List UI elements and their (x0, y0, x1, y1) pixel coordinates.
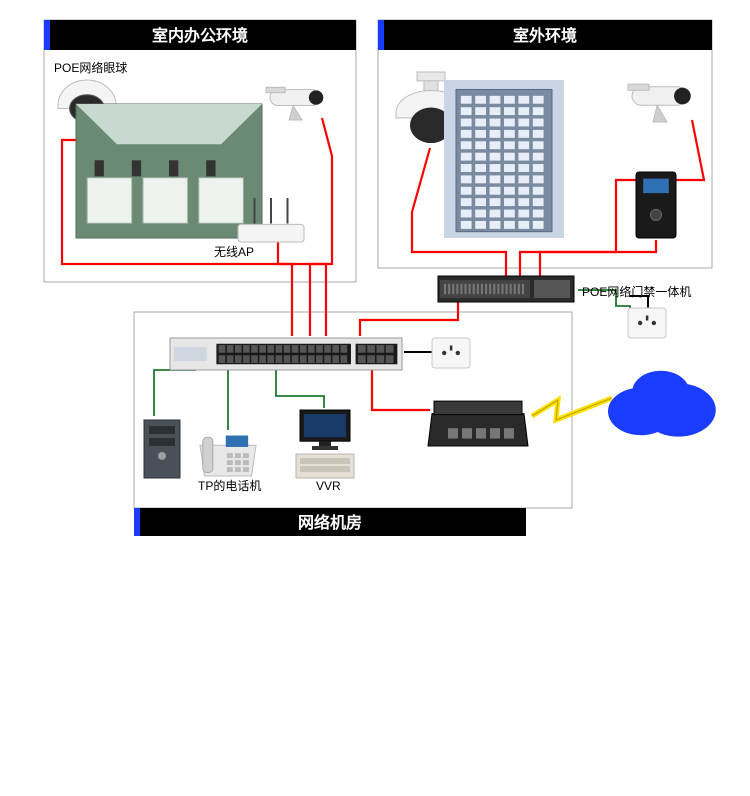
indoor-title: 室内办公环境 (152, 26, 248, 45)
outdoor-accent (378, 20, 384, 50)
ip-phone-icon (200, 436, 256, 476)
bullet-camera-indoor-icon (266, 87, 323, 120)
wire-ap (278, 238, 326, 336)
wire-bullet-indoor (310, 118, 332, 336)
building-photo (444, 80, 564, 238)
door-controller-icon (636, 172, 676, 238)
wire-switch-to-modem (372, 370, 430, 410)
office-photo (76, 104, 262, 238)
indoor-accent (44, 20, 50, 50)
wire-rack-to-switch (360, 302, 458, 336)
vvr-label: VVR (316, 479, 341, 493)
wall-socket-outdoor-icon (628, 308, 666, 338)
server_room-accent (134, 508, 140, 536)
wall-socket-room-icon (432, 338, 470, 368)
rack-switch-icon (170, 338, 402, 370)
rack-patch-outdoor-icon (438, 276, 574, 302)
cloud-icon (608, 371, 716, 437)
vvr-box-icon (296, 454, 354, 478)
modem-router-icon (428, 401, 528, 446)
tp_phone-label: TP的电话机 (198, 478, 261, 493)
wire-switch-to-pc (154, 370, 196, 416)
vvr-monitor-icon (300, 410, 350, 450)
poe_door-label: POE网络门禁一体机 (582, 284, 691, 299)
wire-door-controller (540, 240, 656, 276)
pc-tower-icon (144, 420, 180, 478)
server_room-title: 网络机房 (298, 513, 362, 532)
devices-layer (58, 72, 716, 478)
wifi_ap-label: 无线AP (214, 245, 254, 259)
bullet-camera-outdoor-icon (628, 84, 691, 122)
poe_camera-label: POE网络眼球 (54, 60, 127, 75)
wire-switch-to-vvr (276, 370, 324, 408)
outdoor-title: 室外环境 (513, 26, 577, 45)
